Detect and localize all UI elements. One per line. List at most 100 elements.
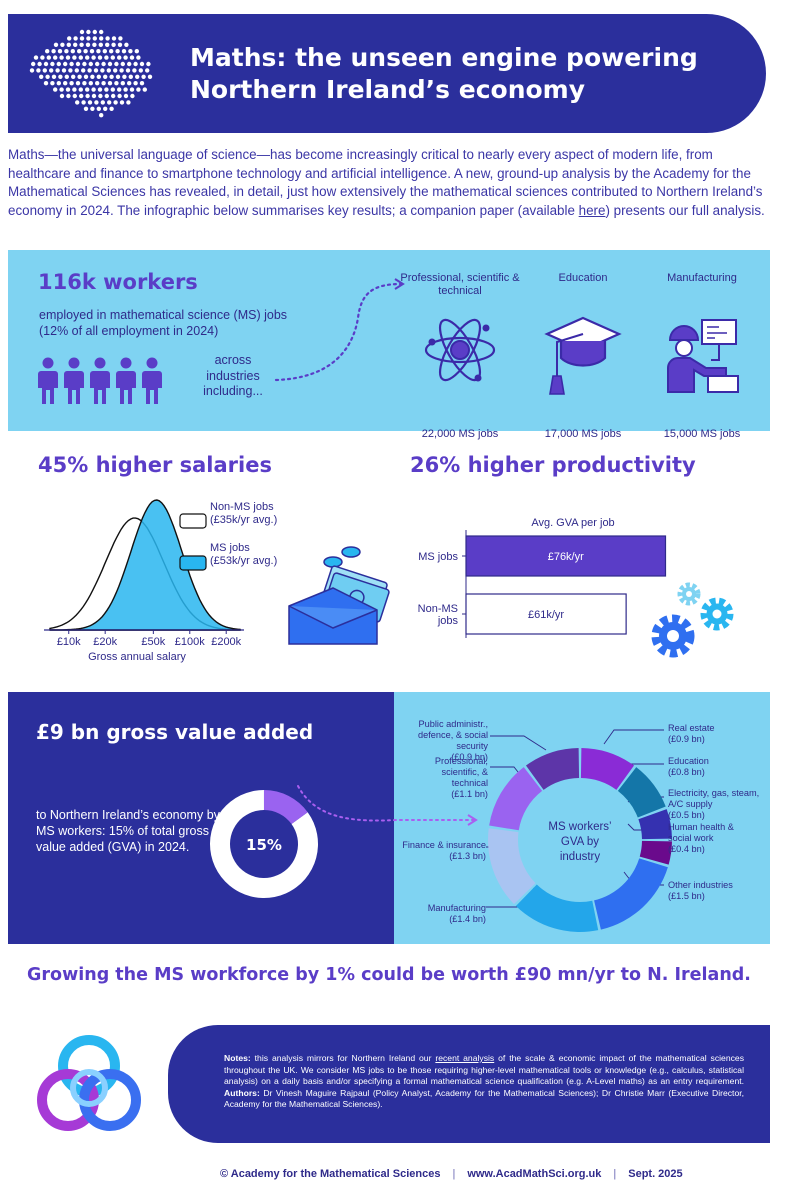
map-dot xyxy=(83,74,89,79)
leader-line xyxy=(490,735,547,751)
slice-value: (£1.5 bn) xyxy=(668,891,705,901)
map-dot xyxy=(65,55,71,60)
notes-text: Notes: this analysis mirrors for Norther… xyxy=(224,1053,744,1111)
map-dot xyxy=(45,49,50,54)
x-tick-label: £200k xyxy=(211,636,241,648)
notes-panel: Notes: this analysis mirrors for Norther… xyxy=(168,1025,770,1143)
map-dot xyxy=(65,87,71,92)
map-dot xyxy=(103,74,108,79)
map-dot xyxy=(79,29,85,35)
slice-value: (£0.5 bn) xyxy=(668,810,705,820)
recent-analysis-link[interactable]: recent analysis xyxy=(435,1053,495,1063)
map-dot xyxy=(83,49,88,54)
map-dot xyxy=(89,49,95,54)
legend-ms-label: MS jobs xyxy=(210,542,250,554)
companion-paper-link[interactable]: here xyxy=(578,202,606,218)
map-dot xyxy=(132,68,137,73)
map-dot xyxy=(43,61,49,67)
footer-separator: | xyxy=(613,1168,617,1180)
gears-icon xyxy=(651,582,734,658)
ring-center-line-1: MS workers’ xyxy=(548,821,611,833)
map-dot xyxy=(71,74,76,79)
map-dot xyxy=(90,106,95,112)
map-dot xyxy=(53,87,58,92)
map-dot xyxy=(125,68,131,73)
map-dot xyxy=(109,106,114,112)
map-dot xyxy=(85,55,90,60)
map-dot xyxy=(96,106,102,112)
slice-value: (£1.4 bn) xyxy=(449,914,486,924)
gva-slice xyxy=(489,767,543,831)
x-tick-label: £50k xyxy=(141,636,165,648)
map-dot xyxy=(99,113,104,118)
factory-worker-icon xyxy=(667,319,739,393)
industry-name: Professional, scientific & technical xyxy=(400,272,520,297)
gva-slice xyxy=(515,884,599,932)
gva-per-job-bar-chart: Avg. GVA per job £76k/yr MS jobs £61k/yr Non… xyxy=(418,517,667,638)
bar xyxy=(465,593,627,635)
x-axis-label: Gross annual salary xyxy=(88,651,186,663)
map-dot xyxy=(61,68,67,73)
slice-value: (£1.1 bn) xyxy=(451,789,488,799)
industry-name: Education xyxy=(558,272,608,284)
map-dot xyxy=(139,81,145,86)
map-dot xyxy=(91,87,96,92)
workers-headline: 116k workers xyxy=(38,270,198,294)
industry-name: Manufacturing xyxy=(667,272,737,284)
bar-value-label: £76k/yr xyxy=(548,551,584,563)
map-dot xyxy=(115,49,120,54)
map-dot xyxy=(72,87,77,92)
map-dot xyxy=(115,74,121,79)
slice-value: (£0.8 bn) xyxy=(668,767,705,777)
ms-distribution xyxy=(50,499,241,631)
legend-non-ms-label: Non-MS jobs xyxy=(210,501,274,513)
map-dot xyxy=(96,49,101,54)
slice-value: (£0.9 bn) xyxy=(451,752,488,762)
map-dot xyxy=(70,49,75,54)
map-dot xyxy=(68,68,73,73)
footer-url[interactable]: www.AcadMathSci.org.uk xyxy=(467,1168,602,1180)
slice-value: (£0.4 bn) xyxy=(668,844,705,854)
productivity-headline: 26% higher productivity xyxy=(410,453,696,477)
map-dot xyxy=(88,61,94,67)
map-dot xyxy=(106,68,112,73)
slice-label-education: Education (£0.8 bn) xyxy=(668,756,758,778)
slice-name: Electricity, gas, steam, A/C supply xyxy=(668,788,760,809)
slice-label-real-estate: Real estate (£0.9 bn) xyxy=(668,723,758,745)
ring-center-line-3: industry xyxy=(560,851,601,863)
x-tick-label: £100k xyxy=(175,636,205,648)
growth-statement: Growing the MS workforce by 1% could be … xyxy=(27,965,751,985)
gva-share-slice xyxy=(264,790,308,825)
slice-name: Other industries xyxy=(668,880,733,890)
people-icon xyxy=(38,357,162,404)
map-dot xyxy=(101,61,106,67)
map-dot xyxy=(85,93,90,99)
chart-title: Avg. GVA per job xyxy=(531,517,614,529)
map-dot xyxy=(120,81,126,86)
map-dot xyxy=(107,81,113,86)
bar-category-label: jobs xyxy=(437,615,459,627)
map-dot xyxy=(87,68,92,73)
map-dot xyxy=(66,93,71,99)
footer-separator: | xyxy=(452,1168,456,1180)
map-dot xyxy=(133,61,138,67)
title-line-1: Maths: the unseen engine powering xyxy=(190,43,698,72)
footer-copyright: © Academy for the Mathematical Sciences xyxy=(220,1168,441,1180)
map-dot xyxy=(96,74,102,79)
map-dot xyxy=(86,29,91,35)
graduation-cap-icon xyxy=(544,316,622,395)
map-dot xyxy=(40,55,45,60)
map-dot xyxy=(113,100,118,105)
map-dot xyxy=(37,61,42,67)
bar-category-label: MS jobs xyxy=(418,551,458,563)
map-dot xyxy=(91,55,96,60)
map-dot xyxy=(98,93,103,99)
academy-rings-logo-icon xyxy=(37,1035,141,1131)
map-dot xyxy=(97,55,103,60)
map-dot xyxy=(105,42,110,47)
gva-share-label: 15% xyxy=(246,836,282,854)
map-dot xyxy=(136,87,141,92)
map-dot xyxy=(79,36,85,41)
intro-text-1: Maths—the universal language of science—… xyxy=(8,147,763,218)
slice-label-finance: Finance & insurance (£1.3 bn) xyxy=(400,840,486,862)
